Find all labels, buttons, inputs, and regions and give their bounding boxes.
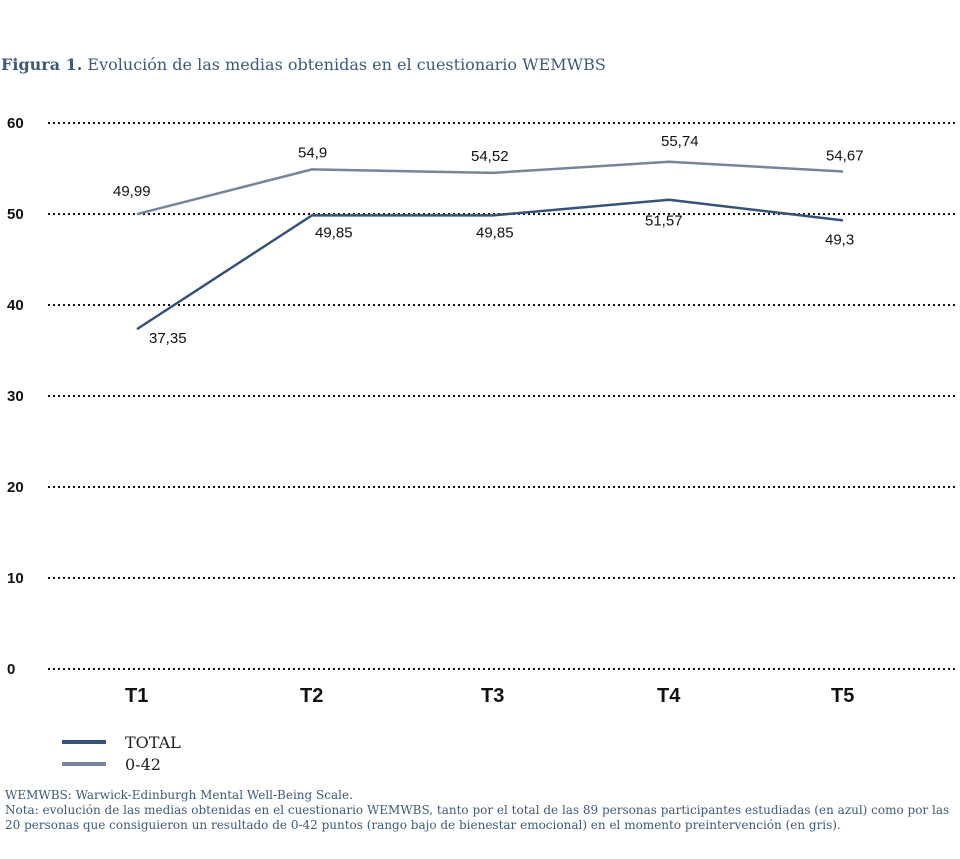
data-label: 54,67 (826, 148, 864, 165)
data-labels: 37,35 49,85 49,85 51,57 49,3 49,99 54,9 54,52 55… (113, 133, 864, 347)
data-label: 49,85 (476, 224, 514, 241)
legend-label: TOTAL (125, 733, 181, 752)
legend-label: 0-42 (125, 755, 161, 774)
data-label: 49,3 (825, 231, 854, 248)
y-tick-label: 40 (7, 297, 24, 314)
y-axis-ticks: 0 10 20 30 40 50 60 (7, 115, 24, 678)
abbreviation-note: WEMWBS: Warwick-Edinburgh Mental Well-Be… (5, 788, 353, 802)
data-label: 54,9 (298, 144, 327, 161)
data-label: 54,52 (471, 148, 509, 165)
y-tick-label: 20 (7, 479, 24, 496)
figure-title: Figura 1. Evolución de las medias obteni… (1, 55, 606, 74)
legend: TOTAL 0-42 (62, 733, 181, 774)
y-tick-label: 10 (7, 570, 24, 587)
figure-label: Figura 1. (1, 55, 83, 74)
y-tick-label: 60 (7, 115, 24, 132)
figure-notes: WEMWBS: Warwick-Edinburgh Mental Well-Be… (5, 788, 955, 833)
figure-title-text: Evolución de las medias obtenidas en el … (87, 55, 606, 74)
x-tick-label: T3 (481, 685, 504, 707)
x-tick-label: T4 (657, 685, 681, 707)
series-line-0-42 (136, 160, 844, 216)
grid-lines (48, 122, 956, 670)
data-label: 49,99 (113, 183, 151, 200)
y-tick-label: 0 (7, 661, 15, 678)
data-label: 49,85 (315, 224, 353, 241)
data-label: 37,35 (149, 330, 187, 347)
explanatory-note: Nota: evolución de las medias obtenidas … (5, 803, 950, 832)
series-line-total (136, 198, 844, 331)
data-label: 51,57 (645, 213, 683, 230)
y-tick-label: 50 (7, 206, 24, 223)
y-tick-label: 30 (7, 388, 24, 405)
series-lines (136, 160, 844, 331)
line-chart: 0 10 20 30 40 50 60 T1 T2 T3 T4 T5 37,35 49,85 49,85… (7, 115, 956, 774)
x-tick-label: T2 (300, 685, 323, 707)
x-tick-label: T1 (125, 685, 148, 707)
x-axis-ticks: T1 T2 T3 T4 T5 (125, 685, 854, 707)
data-label: 55,74 (661, 133, 699, 150)
x-tick-label: T5 (831, 685, 854, 707)
